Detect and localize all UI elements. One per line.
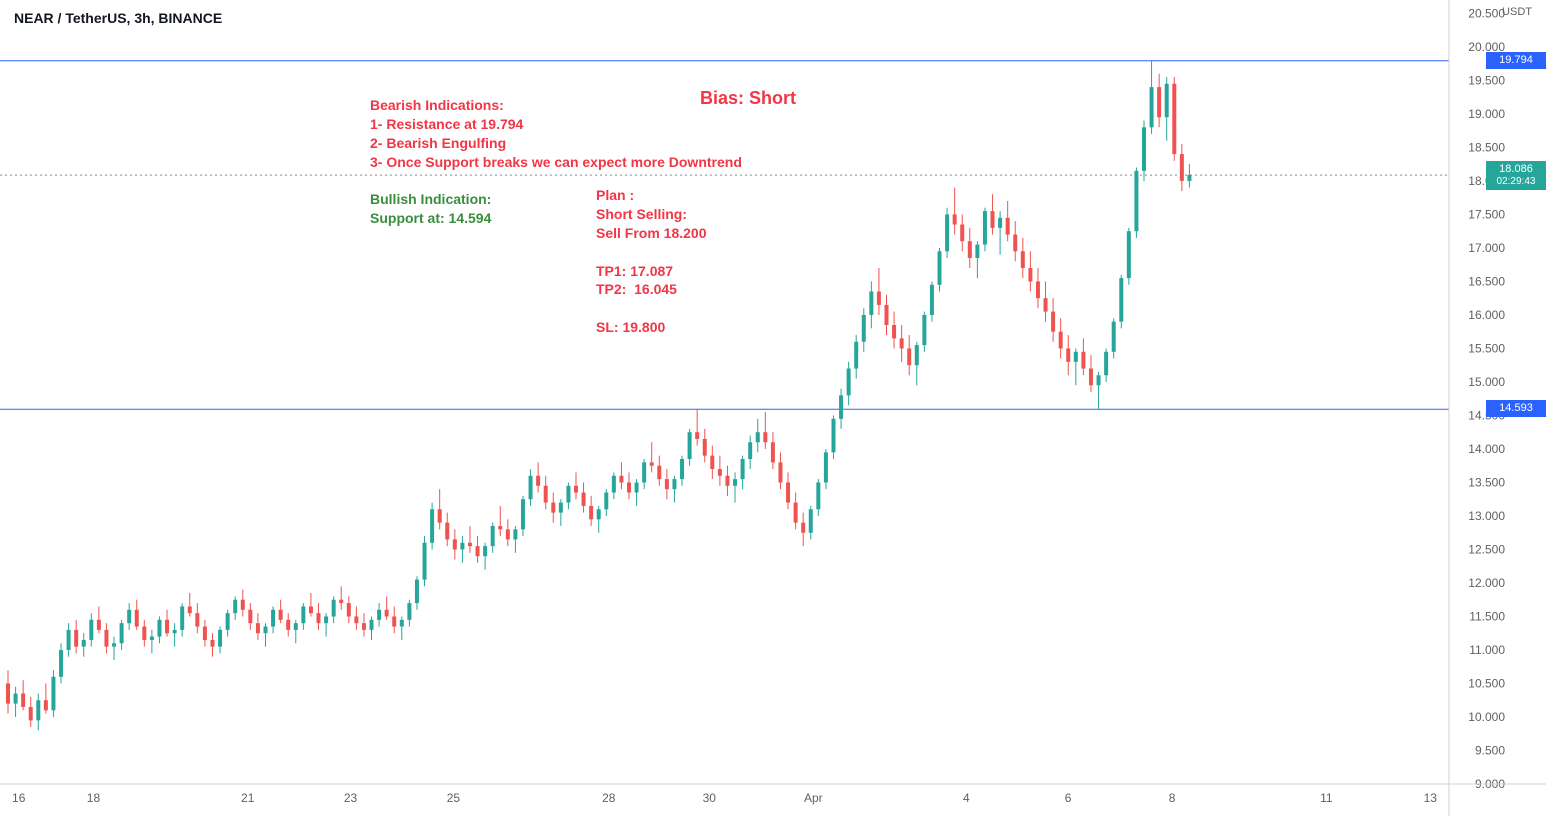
price-tag: 14.593 xyxy=(1486,400,1546,417)
svg-text:16.500: 16.500 xyxy=(1468,274,1505,288)
chart-svg[interactable]: 20.50020.00019.50019.00018.50018.00017.5… xyxy=(0,0,1546,816)
svg-text:10.500: 10.500 xyxy=(1468,676,1505,690)
svg-text:11.000: 11.000 xyxy=(1469,643,1505,657)
svg-text:13.500: 13.500 xyxy=(1468,475,1505,489)
price-tag: 18.08602:29:43 xyxy=(1486,161,1546,190)
svg-text:19.000: 19.000 xyxy=(1468,107,1505,121)
svg-text:17.000: 17.000 xyxy=(1468,241,1505,255)
svg-text:11.500: 11.500 xyxy=(1469,609,1505,623)
svg-text:19.500: 19.500 xyxy=(1468,73,1505,87)
svg-text:18: 18 xyxy=(87,791,101,805)
svg-text:28: 28 xyxy=(602,791,616,805)
svg-text:13.000: 13.000 xyxy=(1468,509,1505,523)
annotation-bearish: Bearish Indications: 1- Resistance at 19… xyxy=(370,96,742,172)
svg-text:30: 30 xyxy=(703,791,717,805)
svg-text:10.000: 10.000 xyxy=(1468,710,1505,724)
svg-text:21: 21 xyxy=(241,791,255,805)
annotation-plan: Plan : Short Selling: Sell From 18.200 T… xyxy=(596,186,707,337)
svg-text:17.500: 17.500 xyxy=(1468,207,1505,221)
svg-text:16: 16 xyxy=(12,791,26,805)
svg-text:15.500: 15.500 xyxy=(1468,341,1505,355)
svg-text:11: 11 xyxy=(1320,791,1333,805)
svg-text:8: 8 xyxy=(1169,791,1176,805)
svg-text:4: 4 xyxy=(963,791,970,805)
svg-text:Apr: Apr xyxy=(804,791,823,805)
annotation-bullish: Bullish Indication: Support at: 14.594 xyxy=(370,190,491,228)
svg-text:12.000: 12.000 xyxy=(1468,576,1505,590)
svg-text:14.000: 14.000 xyxy=(1468,442,1505,456)
svg-text:20.500: 20.500 xyxy=(1468,6,1505,20)
svg-text:18.500: 18.500 xyxy=(1468,140,1505,154)
svg-text:13: 13 xyxy=(1424,791,1438,805)
svg-text:6: 6 xyxy=(1065,791,1072,805)
chart-root: NEAR / TetherUS, 3h, BINANCE USDT 20.500… xyxy=(0,0,1546,816)
svg-text:23: 23 xyxy=(344,791,358,805)
svg-text:25: 25 xyxy=(447,791,461,805)
svg-text:12.500: 12.500 xyxy=(1468,542,1505,556)
svg-text:9.500: 9.500 xyxy=(1475,743,1505,757)
svg-text:16.000: 16.000 xyxy=(1468,308,1505,322)
price-tag: 19.794 xyxy=(1486,52,1546,69)
svg-text:15.000: 15.000 xyxy=(1468,375,1505,389)
